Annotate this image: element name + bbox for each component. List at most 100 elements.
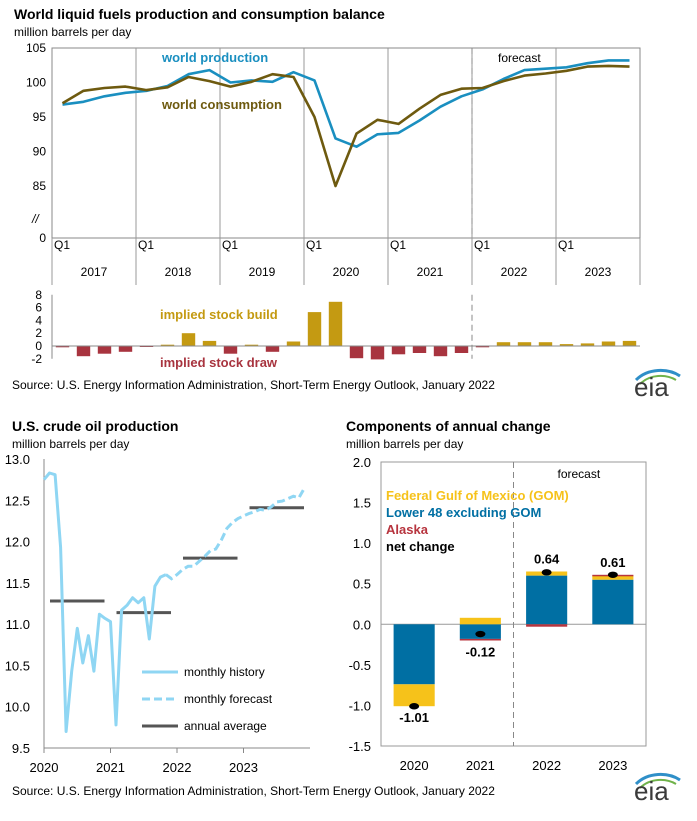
chart-title-components: Components of annual change: [346, 418, 551, 434]
net-change-label: 0.64: [534, 552, 560, 567]
stock-bar: [223, 346, 238, 354]
y-tick-label: 0.0: [353, 617, 371, 632]
net-change-label: -1.01: [399, 710, 429, 725]
y-tick-label: -0.5: [349, 658, 371, 673]
component-bar: [592, 579, 634, 625]
y-tick-label: 95: [33, 110, 47, 124]
quarter-label: Q1: [306, 238, 322, 252]
y-tick-label: 1.0: [353, 536, 371, 551]
legend-label: Lower 48 excluding GOM: [386, 505, 541, 520]
stock-bar: [412, 346, 427, 353]
legend-label-history: monthly history: [184, 665, 265, 679]
component-bar: [393, 624, 435, 685]
x-tick-label: 2023: [229, 760, 258, 775]
series-line-consumption: [61, 64, 630, 188]
stock-bar: [433, 346, 448, 357]
quarter-label: Q1: [558, 238, 574, 252]
y-tick-label: 2: [35, 326, 42, 340]
stock-bar: [286, 341, 301, 346]
stock-bar: [181, 333, 196, 346]
legend-label-forecast: monthly forecast: [184, 692, 273, 706]
stock-bar: [580, 343, 595, 346]
y-tick-label: 11.5: [6, 576, 30, 591]
plot-frame: [51, 47, 641, 239]
stock-bar: [307, 312, 322, 346]
component-bar: [526, 575, 568, 625]
y-tick-label: 90: [33, 145, 47, 159]
y-tick-label: -1.5: [349, 739, 371, 754]
y-tick-label: 2.0: [353, 455, 371, 470]
chart-subtitle-world: million barrels per day: [14, 25, 132, 39]
component-bar: [459, 617, 501, 625]
y-tick-label: 11.0: [6, 617, 30, 632]
y-tick-label: 6: [35, 301, 42, 315]
quarter-label: Q1: [54, 238, 70, 252]
stock-bar: [118, 346, 133, 352]
component-bar: [393, 684, 435, 707]
y-tick-label: 10.5: [5, 658, 30, 673]
year-label: 2022: [501, 265, 528, 279]
stock-bar: [622, 340, 637, 346]
stock-bar: [265, 346, 280, 352]
eia-leaf-icon-2: [639, 778, 677, 789]
stock-bar: [538, 342, 553, 346]
eia-leaf-icon-2: [639, 374, 677, 385]
component-bar: [459, 638, 501, 641]
net-change-marker: [541, 569, 552, 576]
quarter-label: Q1: [390, 238, 406, 252]
stock-bar: [328, 301, 343, 346]
stock-bar: [496, 342, 511, 346]
y-tick-label: 13.0: [5, 452, 30, 467]
chart-subtitle-crude: million barrels per day: [12, 437, 130, 451]
stock-bar: [559, 344, 574, 346]
eia-logo-top: eia: [628, 366, 688, 411]
monthly-forecast-line: [165, 487, 306, 581]
eia-logo-bottom: eia: [628, 770, 688, 815]
year-label: 2019: [249, 265, 276, 279]
stock-bar: [517, 342, 532, 346]
y-tick-label: 9.5: [12, 741, 30, 756]
monthly-history-line: [42, 471, 167, 733]
stock-bar: [160, 344, 175, 346]
x-tick-label: 2022: [532, 758, 561, 773]
year-label: 2020: [333, 265, 360, 279]
net-change-label: 0.61: [600, 555, 625, 570]
year-label: 2021: [417, 265, 444, 279]
legend-label: net change: [386, 539, 455, 554]
x-tick-label: 2020: [30, 760, 59, 775]
source-note-bottom: Source: U.S. Energy Information Administ…: [12, 784, 495, 798]
quarter-label: Q1: [474, 238, 490, 252]
y-tick-label: 0: [35, 339, 42, 353]
y-tick-label: 85: [33, 179, 47, 193]
eia-logo-text: eia: [634, 776, 669, 806]
quarter-label: Q1: [138, 238, 154, 252]
stock-bar: [370, 346, 385, 360]
eia-leaf-icon: [634, 369, 681, 382]
year-label: 2018: [165, 265, 192, 279]
annotation-build: implied stock build: [160, 307, 278, 322]
year-label: 2023: [585, 265, 612, 279]
source-note-top: Source: U.S. Energy Information Administ…: [12, 378, 495, 392]
axis-break-mark: //: [31, 212, 40, 226]
y-tick-label: -2: [31, 352, 42, 366]
chart-subtitle-components: million barrels per day: [346, 437, 464, 451]
y-tick-label: 8: [35, 288, 42, 302]
components-chart: 2.0 1.5 1.0 0.5 0.0 -0.5 -1.0 -1.5 forecast -1.01…: [349, 455, 647, 773]
stock-bar: [454, 346, 469, 353]
forecast-label: forecast: [498, 51, 541, 65]
net-change-label: -0.12: [466, 645, 496, 660]
chart-title-crude: U.S. crude oil production: [12, 418, 179, 434]
stock-bar: [349, 346, 364, 359]
y-tick-label: 12.0: [5, 535, 30, 550]
stock-bar: [76, 346, 91, 357]
net-change-marker: [607, 571, 618, 578]
x-tick-label: 2021: [466, 758, 495, 773]
eia-leaf-icon: [634, 773, 681, 786]
y-tick-label: 105: [26, 41, 46, 55]
net-change-marker: [475, 630, 486, 638]
component-bar: [526, 624, 568, 627]
x-tick-label: 2023: [598, 758, 627, 773]
legend-label: Alaska: [386, 522, 429, 537]
